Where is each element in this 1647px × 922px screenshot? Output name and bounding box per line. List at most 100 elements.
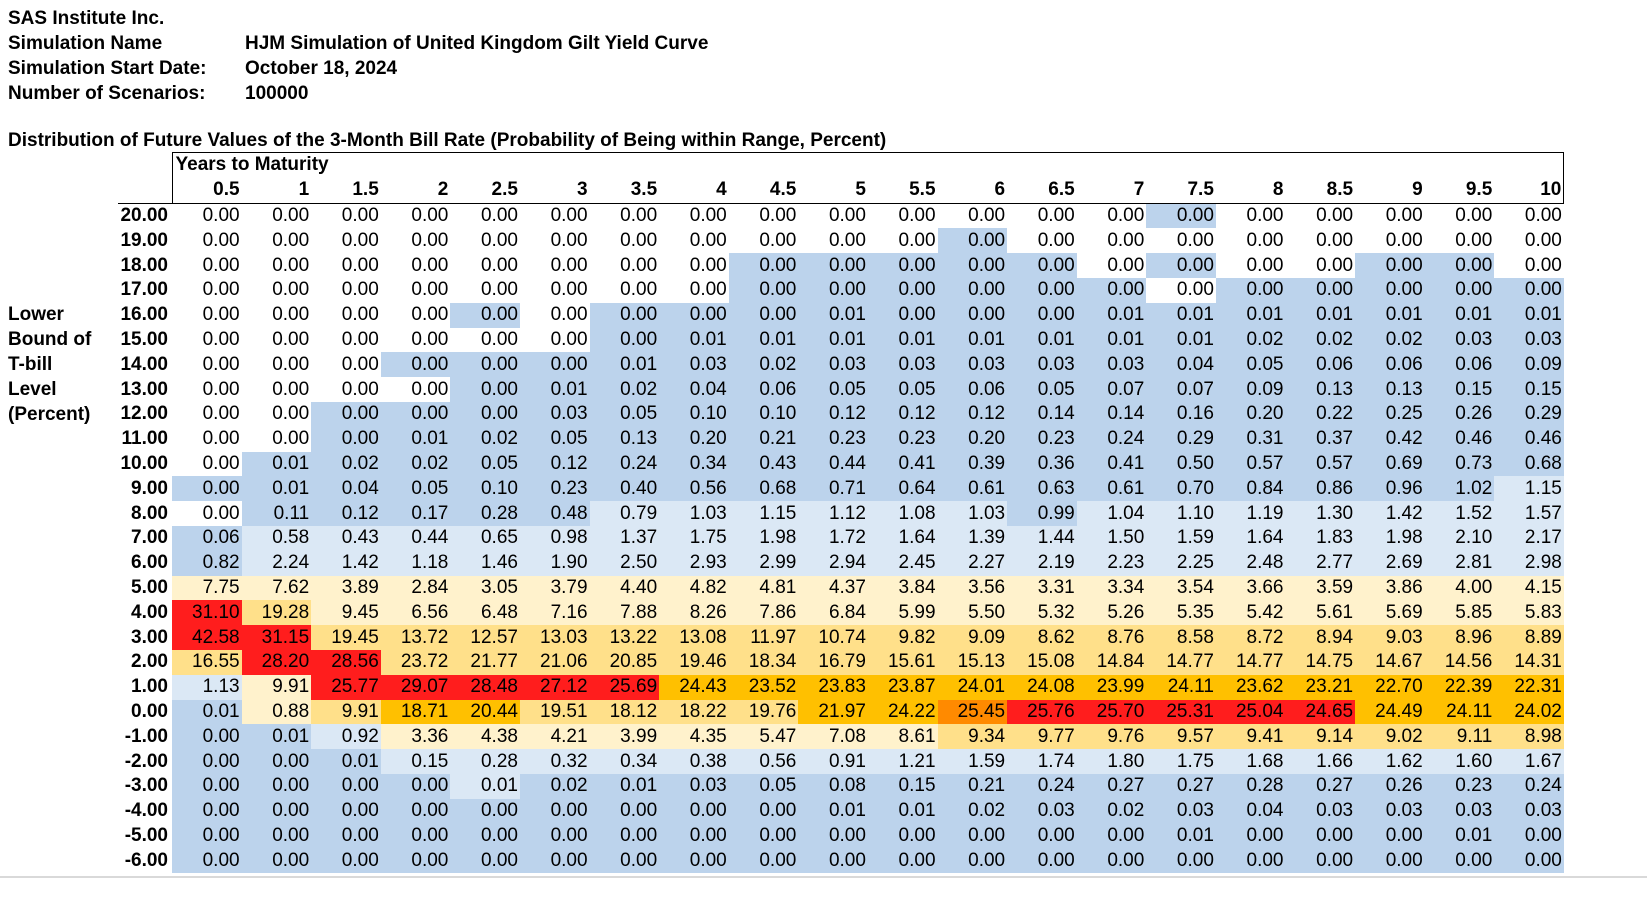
maturity-header: 1.5 xyxy=(311,177,381,204)
probability-cell: 0.01 xyxy=(798,327,868,353)
probability-cell: 0.00 xyxy=(450,277,520,303)
probability-cell: 0.00 xyxy=(659,228,729,254)
maturity-header: 0.5 xyxy=(171,177,242,204)
lower-bound-label: 9.00 xyxy=(131,477,168,499)
probability-cell: 0.00 xyxy=(798,203,868,229)
probability-cell: 0.00 xyxy=(1494,253,1564,278)
probability-cell: 0.00 xyxy=(728,203,799,229)
probability-cell: 0.00 xyxy=(241,749,312,774)
probability-cell: 8.72 xyxy=(1215,625,1286,650)
probability-cell: 0.01 xyxy=(589,773,660,799)
lower-bound-label: -2.00 xyxy=(124,750,168,772)
probability-cell: 2.48 xyxy=(1215,550,1286,576)
probability-cell: 8.89 xyxy=(1494,625,1564,650)
probability-cell: 23.52 xyxy=(728,674,799,700)
maturity-header: 2.5 xyxy=(450,177,520,204)
probability-cell: 9.76 xyxy=(1076,724,1147,750)
probability-cell: 25.45 xyxy=(937,699,1008,725)
probability-cell: 0.00 xyxy=(1007,848,1077,874)
lower-bound-label: 2.00 xyxy=(131,651,168,673)
probability-cell: 0.15 xyxy=(380,749,451,774)
lower-bound-label: 12.00 xyxy=(120,403,168,425)
probability-cell: 1.50 xyxy=(1076,525,1147,551)
start-date-row: Simulation Start Date: October 18, 2024 xyxy=(8,56,708,81)
probability-cell: 2.98 xyxy=(1494,550,1564,576)
table-row: 7.00 0.06 0.58 0.43 0.44 0.65 0.98 1.37 1.75 1.98… xyxy=(118,525,1564,551)
probability-cell: 0.00 xyxy=(519,203,590,229)
table-row: 1.00 1.13 9.91 25.77 29.07 28.48 27.12 25.69 24.… xyxy=(118,674,1564,700)
probability-cell: 0.46 xyxy=(1424,426,1495,452)
probability-cell: 4.81 xyxy=(728,575,799,601)
probability-cell: 0.00 xyxy=(172,848,242,874)
probability-cell: 0.00 xyxy=(311,848,381,874)
probability-cell: 0.00 xyxy=(589,203,660,229)
table-row: 12.00 0.00 0.00 0.00 0.00 0.00 0.03 0.05 0.10 0.1… xyxy=(118,401,1564,427)
probability-cell: 5.42 xyxy=(1215,600,1286,626)
probability-cell: 0.00 xyxy=(241,426,312,452)
probability-cell: 1.42 xyxy=(1355,501,1425,526)
probability-cell: 0.06 xyxy=(728,377,799,402)
probability-cell: 4.15 xyxy=(1494,575,1564,601)
probability-cell: 1.98 xyxy=(728,525,799,551)
probability-cell: 0.00 xyxy=(1285,228,1356,254)
probability-cell: 0.00 xyxy=(172,203,242,229)
probability-cell: 0.46 xyxy=(1494,426,1564,452)
probability-cell: 0.03 xyxy=(1494,798,1564,824)
probability-cell: 23.83 xyxy=(798,674,868,700)
probability-cell: 1.15 xyxy=(728,501,799,526)
probability-cell: 0.00 xyxy=(241,377,312,402)
probability-cell: 0.00 xyxy=(1146,277,1216,303)
probability-cell: 0.58 xyxy=(241,525,312,551)
probability-cell: 0.00 xyxy=(172,253,242,278)
lower-bound-label: -3.00 xyxy=(124,775,168,797)
table-row: 15.00 0.00 0.00 0.00 0.00 0.00 0.00 0.00 0.01 0.0… xyxy=(118,327,1564,353)
probability-cell: 0.00 xyxy=(172,228,242,254)
probability-cell: 14.31 xyxy=(1494,649,1564,675)
probability-cell: 0.01 xyxy=(172,699,242,725)
probability-cell: 0.05 xyxy=(1215,352,1286,378)
probability-cell: 25.76 xyxy=(1007,699,1077,725)
probability-cell: 0.00 xyxy=(728,302,799,328)
probability-cell: 0.00 xyxy=(380,277,451,303)
probability-cell: 0.00 xyxy=(589,228,660,254)
probability-cell: 13.72 xyxy=(380,625,451,650)
probability-cell: 7.75 xyxy=(172,575,242,601)
table-row: 20.00 0.00 0.00 0.00 0.00 0.00 0.00 0.00 0.00 0.0… xyxy=(118,203,1564,229)
probability-cell: 0.15 xyxy=(867,773,938,799)
lower-bound-label: 5.00 xyxy=(131,576,168,598)
probability-cell: 23.87 xyxy=(867,674,938,700)
row-axis-label: Lower Bound of T-bill Level (Percent) xyxy=(8,302,91,427)
lower-bound-label: 8.00 xyxy=(131,502,168,524)
probability-cell: 0.00 xyxy=(1285,203,1356,229)
probability-cell: 28.48 xyxy=(450,674,520,700)
probability-cell: 0.15 xyxy=(1494,377,1564,402)
probability-cell: 1.64 xyxy=(1215,525,1286,551)
maturity-header: 9 xyxy=(1355,177,1425,204)
probability-cell: 0.28 xyxy=(450,501,520,526)
probability-cell: 0.00 xyxy=(241,352,312,378)
probability-cell: 25.31 xyxy=(1146,699,1216,725)
probability-cell: 24.11 xyxy=(1424,699,1495,725)
probability-cell: 0.21 xyxy=(728,426,799,452)
probability-cell: 0.00 xyxy=(589,327,660,353)
probability-cell: 21.97 xyxy=(798,699,868,725)
probability-cell: 0.00 xyxy=(1494,848,1564,874)
probability-cell: 14.67 xyxy=(1355,649,1425,675)
lower-bound-label: 20.00 xyxy=(120,204,168,226)
probability-cell: 0.13 xyxy=(589,426,660,452)
probability-cell: 0.00 xyxy=(937,203,1008,229)
probability-cell: 0.02 xyxy=(311,451,381,477)
probability-cell: 0.00 xyxy=(659,253,729,278)
probability-cell: 0.03 xyxy=(659,352,729,378)
lower-bound-label: 15.00 xyxy=(120,328,168,350)
probability-cell: 0.00 xyxy=(380,228,451,254)
simulation-name-value: HJM Simulation of United Kingdom Gilt Yi… xyxy=(245,33,709,54)
probability-cell: 0.02 xyxy=(380,451,451,477)
probability-cell: 0.00 xyxy=(172,773,242,799)
probability-cell: 0.00 xyxy=(380,377,451,402)
probability-cell: 0.00 xyxy=(450,401,520,427)
probability-cell: 0.00 xyxy=(380,352,451,378)
probability-cell: 0.00 xyxy=(1215,848,1286,874)
probability-cell: 0.00 xyxy=(1007,277,1077,303)
probability-cell: 0.00 xyxy=(867,277,938,303)
